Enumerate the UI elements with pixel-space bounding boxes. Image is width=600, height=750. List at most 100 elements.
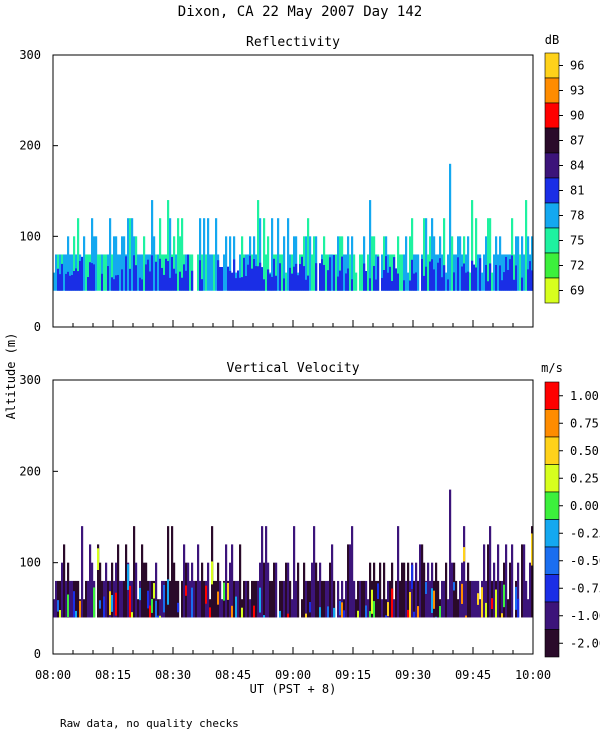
colorbar-swatch xyxy=(544,202,560,229)
velocity-color-segment xyxy=(57,600,60,612)
reflectivity-echo-column xyxy=(307,218,310,291)
reflectivity-core-segment xyxy=(125,256,128,291)
reflectivity-echo-column xyxy=(167,200,170,291)
velocity-echo-column xyxy=(521,544,524,618)
reflectivity-core-segment xyxy=(247,264,250,291)
velocity-echo-column xyxy=(231,544,234,618)
reflectivity-echo-column xyxy=(433,236,436,291)
reflectivity-core-segment xyxy=(169,277,172,291)
velocity-echo-column xyxy=(475,580,478,618)
reflectivity-echo-column xyxy=(407,272,410,291)
reflectivity-core-segment xyxy=(465,272,468,291)
velocity-echo-column xyxy=(429,580,432,618)
colorbar-tick-label: 72 xyxy=(570,259,584,273)
velocity-color-segment xyxy=(481,587,484,618)
reflectivity-core-segment xyxy=(89,262,92,291)
velocity-color-segment xyxy=(413,611,416,618)
reflectivity-echo-column xyxy=(293,236,296,291)
reflectivity-echo-column xyxy=(469,272,472,291)
velocity-echo-column xyxy=(303,562,306,618)
velocity-color-segment xyxy=(217,591,220,605)
reflectivity-core-segment xyxy=(115,275,118,291)
reflectivity-echo-column xyxy=(495,236,498,291)
reflectivity-core-segment xyxy=(101,273,104,291)
colorbar-swatch xyxy=(544,177,560,204)
velocity-echo-column xyxy=(263,562,266,618)
velocity-color-segment xyxy=(147,590,150,609)
velocity-color-segment xyxy=(531,533,534,566)
velocity-color-segment xyxy=(327,606,330,618)
reflectivity-core-segment xyxy=(415,272,418,291)
reflectivity-core-segment xyxy=(117,274,120,291)
reflectivity-echo-column xyxy=(425,218,428,291)
velocity-echo-column xyxy=(199,580,202,618)
velocity-colorbar-unit: m/s xyxy=(541,361,563,375)
reflectivity-echo-column xyxy=(339,236,342,291)
velocity-color-segment xyxy=(495,589,498,618)
reflectivity-echo-column xyxy=(87,254,90,291)
velocity-echo-column xyxy=(193,580,196,618)
velocity-echo-column xyxy=(213,580,216,618)
reflectivity-echo-column xyxy=(351,236,354,291)
reflectivity-core-segment xyxy=(297,275,300,291)
velocity-echo-column xyxy=(267,562,270,618)
velocity-echo-column xyxy=(233,580,236,618)
velocity-echo-column xyxy=(367,599,370,618)
reflectivity-core-segment xyxy=(387,272,390,291)
velocity-echo-column xyxy=(59,580,62,618)
velocity-echo-column xyxy=(425,580,428,618)
velocity-echo-column xyxy=(113,580,116,618)
velocity-echo-column xyxy=(273,562,276,618)
reflectivity-core-segment xyxy=(289,267,292,291)
velocity-echo-column xyxy=(275,562,278,618)
velocity-color-segment xyxy=(139,587,142,601)
velocity-color-segment xyxy=(153,583,156,599)
velocity-echo-column xyxy=(445,562,448,618)
velocity-echo-column xyxy=(387,580,390,618)
reflectivity-core-segment xyxy=(443,265,446,291)
velocity-echo-column xyxy=(297,562,300,618)
reflectivity-echo-column xyxy=(303,236,306,291)
reflectivity-echo-column xyxy=(95,236,98,291)
velocity-echo-column xyxy=(441,580,444,618)
velocity-echo-column xyxy=(511,544,514,618)
x-tick-labels: 08:00 08:15 08:30 08:45 09:00 09:15 09:30 09:45… xyxy=(35,668,551,682)
reflectivity-echo-column xyxy=(285,272,288,291)
reflectivity-core-segment xyxy=(321,259,324,291)
reflectivity-echo-column xyxy=(151,200,154,291)
reflectivity-core-segment xyxy=(249,255,252,291)
reflectivity-echo-column xyxy=(417,254,420,291)
velocity-echo-column xyxy=(421,544,424,618)
velocity-echo-column xyxy=(131,580,134,618)
reflectivity-echo-column xyxy=(111,254,114,291)
reflectivity-core-segment xyxy=(261,267,264,291)
reflectivity-echo-column xyxy=(423,218,426,291)
reflectivity-core-segment xyxy=(339,270,342,291)
velocity-echo-column xyxy=(145,562,148,618)
reflectivity-core-segment xyxy=(75,268,78,291)
velocity-color-segment xyxy=(373,601,376,618)
reflectivity-core-segment xyxy=(59,274,62,291)
reflectivity-echo-column xyxy=(137,254,140,291)
reflectivity-echo-column xyxy=(335,254,338,291)
reflectivity-echo-column xyxy=(121,236,124,291)
colorbar-tick-label: -2.00 xyxy=(570,636,600,650)
reflectivity-core-segment xyxy=(333,254,336,291)
reflectivity-core-segment xyxy=(377,256,380,291)
velocity-echo-column xyxy=(67,562,70,618)
colorbar-swatch xyxy=(544,409,560,438)
velocity-color-segment xyxy=(231,605,234,618)
velocity-echo-column xyxy=(195,580,198,618)
reflectivity-core-segment xyxy=(291,273,294,291)
colorbar-tick-label: 93 xyxy=(570,84,584,98)
reflectivity-echo-column xyxy=(101,254,104,291)
reflectivity-echo-column xyxy=(287,218,290,291)
velocity-color-segment xyxy=(209,607,212,618)
y-tick-label: 0 xyxy=(34,320,41,334)
reflectivity-echo-column xyxy=(449,163,452,291)
reflectivity-core-segment xyxy=(201,279,204,291)
velocity-color-segment xyxy=(103,596,106,618)
reflectivity-echo-column xyxy=(259,218,262,291)
velocity-echo-column xyxy=(169,580,172,618)
velocity-echo-column xyxy=(331,544,334,618)
